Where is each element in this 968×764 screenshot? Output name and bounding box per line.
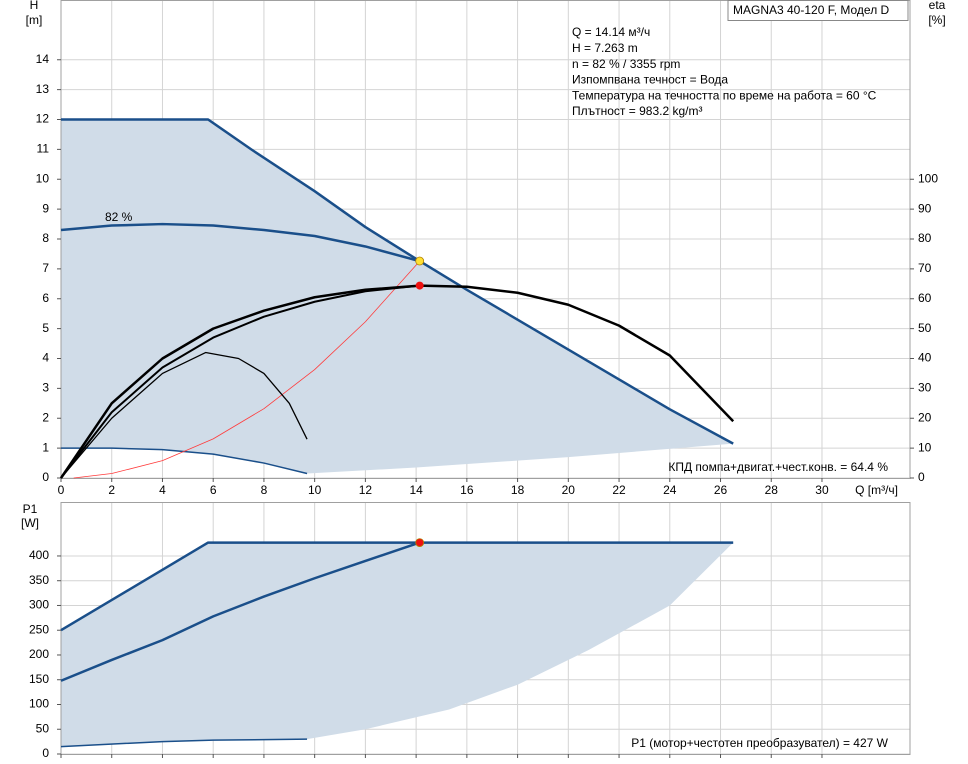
y2-tick-label: 70: [918, 261, 932, 275]
y2-tick-label: 30: [918, 381, 932, 395]
duty-point: [415, 256, 425, 266]
y-tick-label: 200: [29, 647, 49, 661]
y2-tick-label: 40: [918, 351, 932, 365]
info-line: n = 82 % / 3355 rpm: [572, 57, 680, 71]
y-tick-label: 7: [42, 261, 49, 275]
y2-tick-label: 100: [918, 171, 938, 185]
curve: [60, 222, 421, 263]
y2-axis-unit: [%]: [928, 13, 945, 27]
y-axis-unit: [W]: [21, 516, 39, 530]
x-tick-label: 12: [359, 483, 373, 497]
operating-area: [61, 542, 734, 747]
curve: [61, 118, 734, 445]
curve: [60, 541, 734, 632]
curve: [60, 284, 420, 479]
y-tick-label: 150: [29, 672, 49, 686]
x-axis-label: Q [m³/ч]: [855, 483, 898, 497]
x-tick-label: 2: [108, 483, 115, 497]
y-tick-label: 3: [42, 381, 49, 395]
x-tick-label: 14: [409, 483, 423, 497]
y2-tick-label: 80: [918, 231, 932, 245]
x-tick-label: 28: [765, 483, 779, 497]
duty-point: [415, 538, 425, 547]
y-tick-label: 1: [42, 440, 49, 454]
x-tick-label: 10: [308, 483, 322, 497]
x-tick-label: 18: [511, 483, 525, 497]
y-tick-label: 11: [37, 142, 50, 156]
plot-frame: [60, 502, 911, 755]
y2-tick-label: 20: [918, 410, 932, 424]
curve: [60, 351, 308, 479]
y2-tick-label: 10: [918, 440, 932, 454]
x-tick-label: 0: [58, 483, 65, 497]
title: MAGNA3 40-120 F, Модел D: [733, 3, 890, 17]
x-tick-label: 16: [460, 483, 474, 497]
y2-tick-label: 50: [918, 321, 932, 335]
curve-label: 82 %: [105, 210, 133, 224]
y-tick-label: 400: [29, 548, 49, 562]
y2-axis-label: eta: [929, 0, 946, 12]
y2-tick-label: 0: [918, 470, 925, 484]
curve: [60, 541, 421, 682]
y-tick-label: 350: [29, 573, 49, 587]
info-line: Температура на течността по време на раб…: [572, 88, 877, 102]
y2-tick-label: 60: [918, 291, 932, 305]
y-axis-label: H: [30, 0, 39, 12]
info-line: Изпомпвана течност = Вода: [572, 73, 728, 87]
y-tick-label: 2: [42, 410, 49, 424]
x-tick-label: 26: [714, 483, 728, 497]
x-tick-label: 8: [261, 483, 268, 497]
x-tick-label: 4: [159, 483, 166, 497]
curve: [60, 738, 308, 748]
y-tick-label: 100: [29, 697, 49, 711]
info-line: H = 7.263 m: [572, 41, 638, 55]
y-tick-label: 13: [36, 82, 50, 96]
x-tick-label: 6: [210, 483, 217, 497]
duty-point: [415, 281, 424, 290]
x-tick-label: 20: [562, 483, 576, 497]
y-tick-label: 250: [29, 622, 49, 636]
y-tick-label: 9: [42, 201, 49, 215]
title-box: [727, 0, 909, 21]
info-line: Q = 14.14 м³/ч: [572, 25, 650, 39]
y-tick-label: 300: [29, 598, 49, 612]
y-tick-label: 8: [42, 231, 49, 245]
x-tick-label: 24: [663, 483, 677, 497]
y-tick-label: 4: [42, 351, 49, 365]
y-axis-label: P1: [23, 502, 38, 516]
y-axis-unit: [m]: [26, 13, 43, 27]
y-tick-label: 6: [42, 291, 49, 305]
x-tick-label: 30: [815, 483, 829, 497]
y-tick-label: 5: [42, 321, 49, 335]
annotation: P1 (мотор+честотен преобразувател) = 427…: [631, 736, 888, 750]
y2-tick-label: 90: [918, 201, 932, 215]
y-tick-label: 12: [36, 112, 50, 126]
y-tick-label: 14: [36, 52, 50, 66]
y-tick-label: 0: [42, 746, 49, 760]
info-line: Плътност = 983.2 kg/m³: [572, 104, 702, 118]
y-tick-label: 0: [42, 470, 49, 484]
curve: [61, 447, 308, 475]
annotation: КПД помпа+двигат.+чест.конв. = 64.4 %: [668, 460, 888, 474]
y-tick-label: 50: [36, 721, 50, 735]
y-tick-label: 10: [36, 171, 50, 185]
x-tick-label: 22: [612, 483, 626, 497]
curve: [73, 260, 420, 479]
operating-area: [61, 119, 734, 474]
